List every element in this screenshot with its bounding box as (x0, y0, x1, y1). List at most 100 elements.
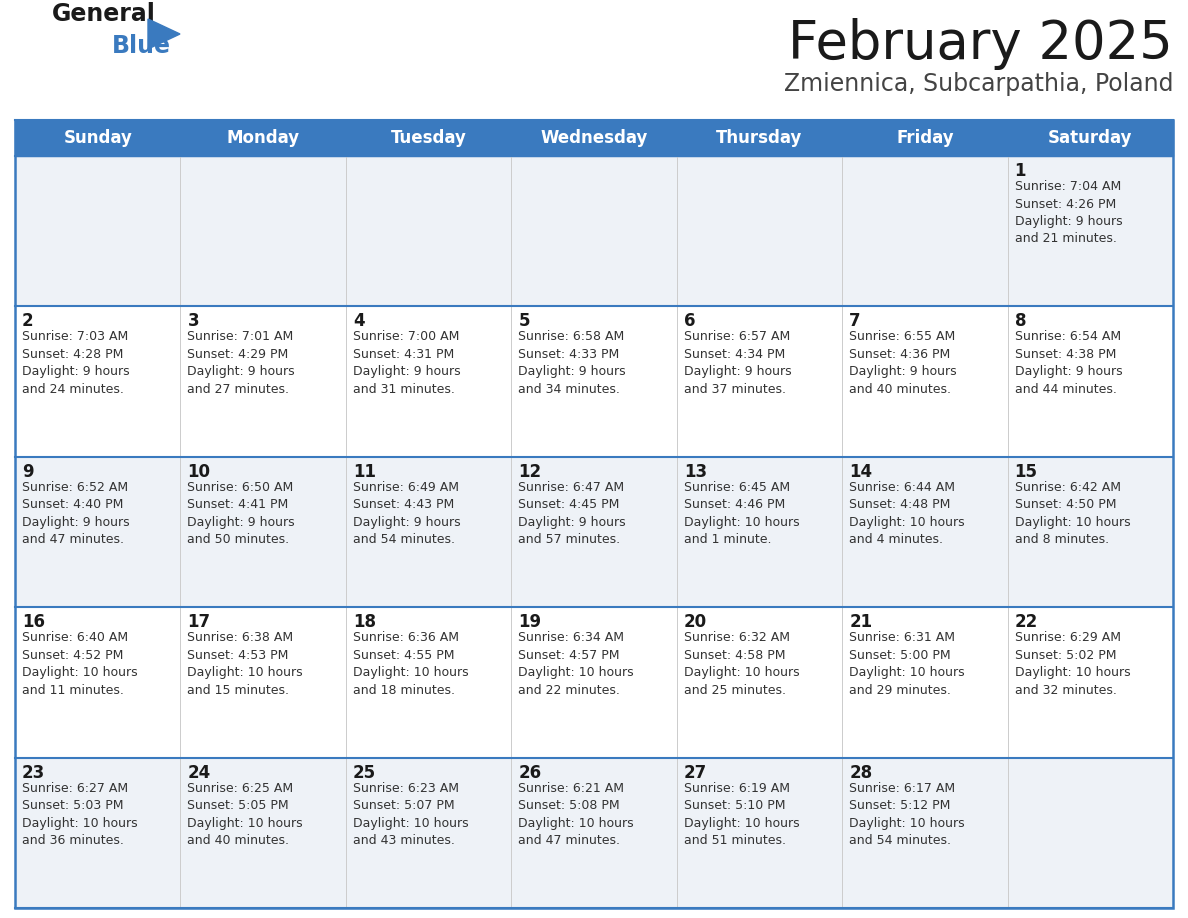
Bar (15, 156, 181, 307)
Text: Sunrise: 6:25 AM
Sunset: 5:05 PM
Daylight: 10 hours
and 40 minutes.: Sunrise: 6:25 AM Sunset: 5:05 PM Dayligh… (188, 781, 303, 847)
Text: 13: 13 (684, 463, 707, 481)
Text: Sunrise: 6:40 AM
Sunset: 4:52 PM
Daylight: 10 hours
and 11 minutes.: Sunrise: 6:40 AM Sunset: 4:52 PM Dayligh… (23, 632, 138, 697)
Text: Sunrise: 6:42 AM
Sunset: 4:50 PM
Daylight: 10 hours
and 8 minutes.: Sunrise: 6:42 AM Sunset: 4:50 PM Dayligh… (1015, 481, 1130, 546)
Text: Sunrise: 6:17 AM
Sunset: 5:12 PM
Daylight: 10 hours
and 54 minutes.: Sunrise: 6:17 AM Sunset: 5:12 PM Dayligh… (849, 781, 965, 847)
Text: 10: 10 (188, 463, 210, 481)
Bar (181, 757, 346, 908)
Text: Sunrise: 6:50 AM
Sunset: 4:41 PM
Daylight: 9 hours
and 50 minutes.: Sunrise: 6:50 AM Sunset: 4:41 PM Dayligh… (188, 481, 295, 546)
Bar (346, 607, 511, 757)
Text: Tuesday: Tuesday (391, 129, 467, 147)
Text: Thursday: Thursday (716, 129, 803, 147)
Text: Sunrise: 6:54 AM
Sunset: 4:38 PM
Daylight: 9 hours
and 44 minutes.: Sunrise: 6:54 AM Sunset: 4:38 PM Dayligh… (1015, 330, 1123, 396)
Text: 27: 27 (684, 764, 707, 781)
Bar (511, 757, 677, 908)
Bar (181, 156, 346, 307)
Text: Saturday: Saturday (1048, 129, 1132, 147)
Text: 15: 15 (1015, 463, 1037, 481)
Bar (1007, 457, 1173, 607)
Bar (346, 457, 511, 607)
Bar (15, 120, 1173, 156)
Text: 3: 3 (188, 312, 200, 330)
Bar (842, 607, 1007, 757)
Text: Sunrise: 6:44 AM
Sunset: 4:48 PM
Daylight: 10 hours
and 4 minutes.: Sunrise: 6:44 AM Sunset: 4:48 PM Dayligh… (849, 481, 965, 546)
Text: 9: 9 (23, 463, 33, 481)
Text: Sunrise: 6:49 AM
Sunset: 4:43 PM
Daylight: 9 hours
and 54 minutes.: Sunrise: 6:49 AM Sunset: 4:43 PM Dayligh… (353, 481, 461, 546)
Text: Sunrise: 6:29 AM
Sunset: 5:02 PM
Daylight: 10 hours
and 32 minutes.: Sunrise: 6:29 AM Sunset: 5:02 PM Dayligh… (1015, 632, 1130, 697)
Bar (346, 757, 511, 908)
Bar (677, 757, 842, 908)
Text: 8: 8 (1015, 312, 1026, 330)
Bar (15, 457, 181, 607)
Text: Sunrise: 6:47 AM
Sunset: 4:45 PM
Daylight: 9 hours
and 57 minutes.: Sunrise: 6:47 AM Sunset: 4:45 PM Dayligh… (518, 481, 626, 546)
Text: Sunrise: 6:32 AM
Sunset: 4:58 PM
Daylight: 10 hours
and 25 minutes.: Sunrise: 6:32 AM Sunset: 4:58 PM Dayligh… (684, 632, 800, 697)
Text: 17: 17 (188, 613, 210, 632)
Bar (181, 607, 346, 757)
Bar (346, 307, 511, 457)
Bar (511, 307, 677, 457)
Bar (842, 457, 1007, 607)
Bar (346, 156, 511, 307)
Text: 21: 21 (849, 613, 872, 632)
Polygon shape (148, 19, 181, 49)
Text: Sunrise: 6:45 AM
Sunset: 4:46 PM
Daylight: 10 hours
and 1 minute.: Sunrise: 6:45 AM Sunset: 4:46 PM Dayligh… (684, 481, 800, 546)
Text: Sunrise: 6:38 AM
Sunset: 4:53 PM
Daylight: 10 hours
and 15 minutes.: Sunrise: 6:38 AM Sunset: 4:53 PM Dayligh… (188, 632, 303, 697)
Text: Sunrise: 6:58 AM
Sunset: 4:33 PM
Daylight: 9 hours
and 34 minutes.: Sunrise: 6:58 AM Sunset: 4:33 PM Dayligh… (518, 330, 626, 396)
Text: Sunrise: 6:27 AM
Sunset: 5:03 PM
Daylight: 10 hours
and 36 minutes.: Sunrise: 6:27 AM Sunset: 5:03 PM Dayligh… (23, 781, 138, 847)
Text: 4: 4 (353, 312, 365, 330)
Text: 1: 1 (1015, 162, 1026, 180)
Text: Sunrise: 7:04 AM
Sunset: 4:26 PM
Daylight: 9 hours
and 21 minutes.: Sunrise: 7:04 AM Sunset: 4:26 PM Dayligh… (1015, 180, 1123, 245)
Text: February 2025: February 2025 (789, 18, 1173, 70)
Text: Monday: Monday (227, 129, 299, 147)
Text: 14: 14 (849, 463, 872, 481)
Text: 7: 7 (849, 312, 861, 330)
Bar (677, 607, 842, 757)
Bar (842, 757, 1007, 908)
Bar (677, 457, 842, 607)
Bar (1007, 156, 1173, 307)
Bar (181, 457, 346, 607)
Text: Sunday: Sunday (63, 129, 132, 147)
Text: Wednesday: Wednesday (541, 129, 647, 147)
Text: 22: 22 (1015, 613, 1038, 632)
Bar (1007, 607, 1173, 757)
Text: Sunrise: 7:03 AM
Sunset: 4:28 PM
Daylight: 9 hours
and 24 minutes.: Sunrise: 7:03 AM Sunset: 4:28 PM Dayligh… (23, 330, 129, 396)
Text: 19: 19 (518, 613, 542, 632)
Bar (15, 120, 1173, 908)
Text: 24: 24 (188, 764, 210, 781)
Text: Friday: Friday (896, 129, 954, 147)
Bar (15, 607, 181, 757)
Bar (15, 307, 181, 457)
Bar (511, 607, 677, 757)
Text: Blue: Blue (112, 34, 171, 58)
Text: Zmiennica, Subcarpathia, Poland: Zmiennica, Subcarpathia, Poland (784, 72, 1173, 96)
Bar (1007, 307, 1173, 457)
Text: 18: 18 (353, 613, 375, 632)
Bar (181, 307, 346, 457)
Text: 12: 12 (518, 463, 542, 481)
Text: 26: 26 (518, 764, 542, 781)
Text: 23: 23 (23, 764, 45, 781)
Text: 6: 6 (684, 312, 695, 330)
Bar (842, 156, 1007, 307)
Bar (677, 156, 842, 307)
Text: 25: 25 (353, 764, 375, 781)
Bar (1007, 757, 1173, 908)
Bar (677, 307, 842, 457)
Bar (842, 307, 1007, 457)
Text: 28: 28 (849, 764, 872, 781)
Text: Sunrise: 6:19 AM
Sunset: 5:10 PM
Daylight: 10 hours
and 51 minutes.: Sunrise: 6:19 AM Sunset: 5:10 PM Dayligh… (684, 781, 800, 847)
Text: Sunrise: 7:01 AM
Sunset: 4:29 PM
Daylight: 9 hours
and 27 minutes.: Sunrise: 7:01 AM Sunset: 4:29 PM Dayligh… (188, 330, 295, 396)
Text: 2: 2 (23, 312, 33, 330)
Text: 5: 5 (518, 312, 530, 330)
Text: 11: 11 (353, 463, 375, 481)
Text: Sunrise: 6:23 AM
Sunset: 5:07 PM
Daylight: 10 hours
and 43 minutes.: Sunrise: 6:23 AM Sunset: 5:07 PM Dayligh… (353, 781, 468, 847)
Bar (511, 457, 677, 607)
Bar (15, 757, 181, 908)
Text: 20: 20 (684, 613, 707, 632)
Text: Sunrise: 6:52 AM
Sunset: 4:40 PM
Daylight: 9 hours
and 47 minutes.: Sunrise: 6:52 AM Sunset: 4:40 PM Dayligh… (23, 481, 129, 546)
Text: Sunrise: 6:34 AM
Sunset: 4:57 PM
Daylight: 10 hours
and 22 minutes.: Sunrise: 6:34 AM Sunset: 4:57 PM Dayligh… (518, 632, 634, 697)
Bar (511, 156, 677, 307)
Text: Sunrise: 6:55 AM
Sunset: 4:36 PM
Daylight: 9 hours
and 40 minutes.: Sunrise: 6:55 AM Sunset: 4:36 PM Dayligh… (849, 330, 956, 396)
Text: Sunrise: 7:00 AM
Sunset: 4:31 PM
Daylight: 9 hours
and 31 minutes.: Sunrise: 7:00 AM Sunset: 4:31 PM Dayligh… (353, 330, 461, 396)
Text: Sunrise: 6:21 AM
Sunset: 5:08 PM
Daylight: 10 hours
and 47 minutes.: Sunrise: 6:21 AM Sunset: 5:08 PM Dayligh… (518, 781, 634, 847)
